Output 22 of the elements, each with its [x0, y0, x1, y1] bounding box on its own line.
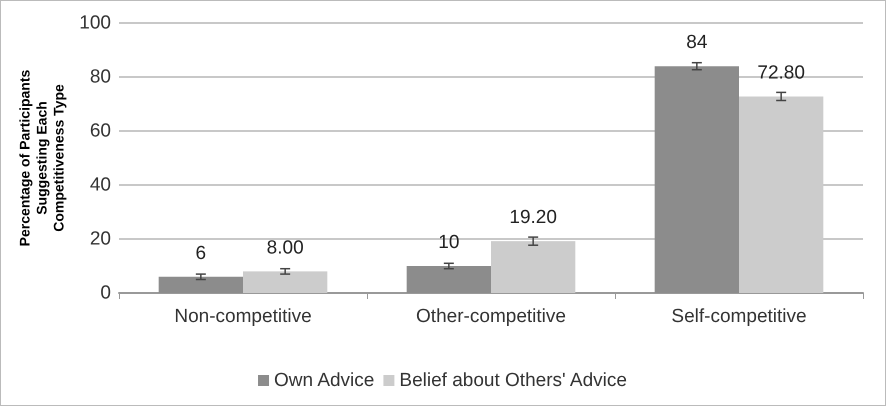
y-tick-label: 0 — [100, 282, 111, 304]
bar — [158, 276, 243, 293]
y-tick-label: 60 — [90, 120, 111, 142]
x-tick-label: Self-competitive — [671, 306, 807, 327]
data-label: 19.20 — [509, 207, 557, 228]
data-label: 72.80 — [757, 62, 805, 84]
y-tick-label: 100 — [79, 12, 111, 34]
legend-label: Own Advice — [274, 370, 374, 391]
bar — [243, 271, 328, 293]
bar — [654, 66, 739, 293]
legend-label: Belief about Others' Advice — [399, 370, 627, 391]
bar — [406, 266, 491, 293]
y-tick-label: 80 — [90, 66, 111, 88]
data-label: 10 — [438, 232, 460, 253]
y-axis-title: Percentage of Participants Suggesting Each Competitiveness Type — [16, 69, 66, 246]
data-label: 6 — [196, 242, 206, 264]
y-tick-label: 40 — [90, 174, 111, 196]
x-tick-label: Other-competitive — [416, 306, 566, 327]
x-tick-label: Non-competitive — [174, 306, 312, 327]
y-tick-label: 20 — [90, 228, 111, 250]
data-label: 8.00 — [266, 237, 304, 258]
data-label: 84 — [686, 32, 708, 54]
